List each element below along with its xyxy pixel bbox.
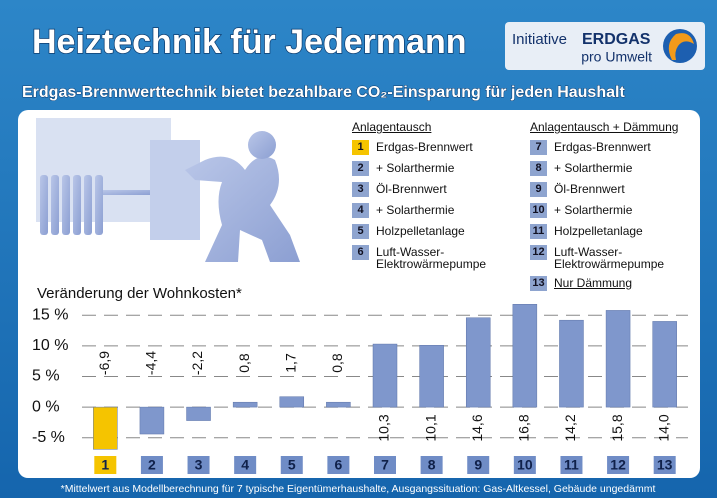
legend-item: 12 Luft-Wasser-Elektrowärmepumpe (530, 245, 678, 270)
legend-label: + Solarthermie (376, 203, 494, 216)
page: Heiztechnik für Jedermann Initiative ERD… (0, 0, 717, 498)
bar (513, 304, 537, 407)
x-tick-label: 13 (657, 457, 673, 473)
y-tick-label: -5 % (32, 429, 65, 446)
value-label: 14,2 (562, 414, 578, 441)
legend-label: Luft-Wasser-Elektrowärmepumpe (376, 245, 494, 270)
legend-label: Öl-Brennwert (376, 182, 494, 195)
bar (233, 402, 257, 407)
value-label: 10,1 (422, 414, 438, 441)
legend-title: Anlagentausch + Dämmung (530, 120, 678, 136)
value-label: 14,0 (655, 414, 671, 441)
bar (326, 402, 350, 407)
legend-label: Luft-Wasser-Elektrowärmepumpe (554, 245, 672, 270)
legend-item: 9 Öl-Brennwert (530, 182, 678, 199)
x-tick-label: 11 (564, 457, 579, 473)
bar (606, 310, 630, 407)
legend-label: + Solarthermie (554, 161, 672, 174)
legend-number: 10 (530, 203, 547, 218)
x-tick-label: 4 (241, 457, 249, 473)
x-tick-label: 1 (101, 457, 109, 473)
legend-item: 6 Luft-Wasser-Elektrowärmepumpe (352, 245, 494, 270)
x-tick-label: 3 (195, 457, 203, 473)
bar (559, 320, 583, 407)
legend-label: Nur Dämmung (554, 276, 672, 289)
value-label: -2,2 (189, 351, 205, 375)
x-tick-label: 10 (517, 457, 533, 473)
bar (187, 407, 211, 420)
legend-number: 9 (530, 182, 547, 197)
legend-item: 4 + Solarthermie (352, 203, 494, 220)
bar (280, 397, 304, 407)
legend-number: 6 (352, 245, 369, 260)
x-tick-label: 6 (334, 457, 342, 473)
bar (466, 318, 490, 407)
value-label: 16,8 (516, 414, 532, 441)
bar (373, 344, 397, 407)
legend-number: 2 (352, 161, 369, 176)
value-label: 1,7 (282, 353, 298, 373)
legend-item: 2 + Solarthermie (352, 161, 494, 178)
legend-item: 5 Holzpelletanlage (352, 224, 494, 241)
subtitle: Erdgas-Brennwerttechnik bietet bezahlbar… (22, 84, 625, 101)
legend-item: 3 Öl-Brennwert (352, 182, 494, 199)
legend-item: 7 Erdgas-Brennwert (530, 140, 678, 157)
bar (140, 407, 164, 434)
title: Heiztechnik für Jedermann (32, 23, 467, 61)
legend-label: Erdgas-Brennwert (376, 140, 494, 153)
y-tick-label: 10 % (32, 337, 68, 354)
legend-label: + Solarthermie (554, 203, 672, 216)
y-axis-label: Veränderung der Wohnkosten* (37, 285, 242, 302)
logo-line1: Initiative (512, 31, 567, 48)
legend-number: 1 (352, 140, 369, 155)
legend-label: Öl-Brennwert (554, 182, 672, 195)
y-tick-label: 15 % (32, 307, 68, 324)
x-tick-label: 9 (474, 457, 482, 473)
legend-group: Anlagentausch + Dämmung 7 Erdgas-Brennwert… (530, 120, 678, 297)
legend-item: 11 Holzpelletanlage (530, 224, 678, 241)
x-tick-label: 7 (381, 457, 389, 473)
legend-number: 5 (352, 224, 369, 239)
legend-number: 3 (352, 182, 369, 197)
legend-title: Anlagentausch (352, 120, 494, 136)
bar (420, 345, 444, 407)
legend-number: 8 (530, 161, 547, 176)
legend-number: 13 (530, 276, 547, 291)
y-tick-label: 5 % (32, 368, 60, 385)
legend-label: + Solarthermie (376, 161, 494, 174)
legend-item: 1 Erdgas-Brennwert (352, 140, 494, 157)
value-label: 14,6 (469, 414, 485, 441)
legend-number: 7 (530, 140, 547, 155)
value-label: 0,8 (236, 353, 252, 373)
legend-label: Erdgas-Brennwert (554, 140, 672, 153)
legend-number: 11 (530, 224, 547, 239)
value-label: 15,8 (609, 414, 625, 441)
legend-item: 13 Nur Dämmung (530, 276, 678, 293)
x-tick-label: 12 (610, 457, 626, 473)
value-label: -4,4 (143, 351, 159, 375)
y-tick-label: 0 % (32, 398, 60, 415)
x-tick-label: 5 (288, 457, 296, 473)
bar (653, 321, 677, 407)
legend-group: Anlagentausch 1 Erdgas-Brennwert 2 + Solarth… (352, 120, 494, 274)
legend-number: 4 (352, 203, 369, 218)
legend-label: Holzpelletanlage (376, 224, 494, 237)
footnote: *Mittelwert aus Modellberechnung für 7 t… (61, 483, 656, 495)
legend-label: Holzpelletanlage (554, 224, 672, 237)
legend-number: 12 (530, 245, 547, 260)
bar (93, 407, 117, 449)
logo-line2: pro Umwelt (581, 49, 652, 65)
legend-item: 10 + Solarthermie (530, 203, 678, 220)
logo-brand: ERDGAS (582, 31, 651, 48)
value-label: -6,9 (96, 351, 112, 375)
x-tick-label: 2 (148, 457, 156, 473)
legend-item: 8 + Solarthermie (530, 161, 678, 178)
x-tick-label: 8 (428, 457, 436, 473)
value-label: 0,8 (329, 353, 345, 373)
value-label: 10,3 (376, 414, 392, 441)
